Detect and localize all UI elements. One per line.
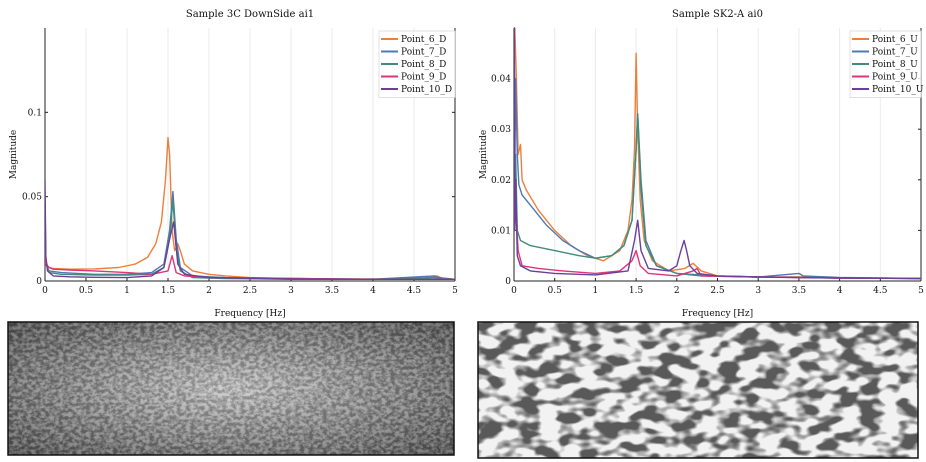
x-tick-label: 3.5 (325, 286, 340, 296)
y-tick-label: 0.05 (22, 193, 42, 203)
legend-label: Point_9_U (872, 73, 918, 83)
x-tick-label: 4.5 (407, 286, 422, 296)
series-line-point-9-u (514, 179, 921, 280)
legend-label: Point_7_U (872, 48, 918, 58)
left-chart: Sample 3C DownSide ai1 0 0.5 1 1.5 2 2.5 3 3.5 4 4… (9, 9, 458, 319)
x-axis-label: Frequency [Hz] (214, 309, 285, 319)
x-tick-label: 3 (755, 286, 761, 296)
series-line-point-10-d (45, 179, 455, 280)
x-tick-label: 4 (370, 286, 376, 296)
chart-title: Sample SK2-A ai0 (672, 9, 763, 20)
x-tick-label: 5 (452, 286, 458, 296)
legend-label: Point_10_D (401, 85, 452, 95)
legend-label: Point_9_D (401, 73, 446, 83)
x-tick-label: 4 (837, 286, 843, 296)
legend-label: Point_8_U (872, 60, 918, 70)
left-sample-photo (7, 321, 455, 456)
x-tick-label: 3 (288, 286, 294, 296)
y-tick-label: 0.03 (491, 125, 511, 135)
x-tick-label: 1 (124, 286, 130, 296)
right-sample-photo (477, 321, 919, 459)
series-line-point-10-u (514, 27, 921, 280)
x-tick-label: 1 (593, 286, 599, 296)
series-line-point-8-u (514, 113, 921, 280)
x-tick-label: 2 (674, 286, 680, 296)
x-tick-label: 0.5 (548, 286, 563, 296)
x-tick-label: 1.5 (629, 286, 644, 296)
y-tick-label: 0.02 (491, 176, 511, 186)
y-axis-label: Magnitude (9, 130, 19, 180)
y-axis-label: Magnitude (479, 130, 489, 180)
legend-label: Point_7_D (401, 48, 446, 58)
x-tick-label: 2.5 (243, 286, 258, 296)
chart-title: Sample 3C DownSide ai1 (186, 9, 314, 20)
x-tick-label: 2.5 (710, 286, 725, 296)
y-tick-label: 0.1 (28, 108, 42, 118)
x-tick-label: 1.5 (161, 286, 176, 296)
x-tick-label: 0 (42, 286, 48, 296)
y-tick-label: 0.01 (491, 226, 511, 236)
legend-label: Point_8_D (401, 60, 446, 70)
x-tick-label: 4.5 (873, 286, 888, 296)
y-tick-label: 0 (36, 277, 42, 287)
x-tick-label: 2 (206, 286, 212, 296)
x-axis-label: Frequency [Hz] (682, 309, 753, 319)
legend: Point_6_U Point_7_U Point_8_U Point_9_U Poin… (849, 30, 924, 98)
x-tick-label: 0 (511, 286, 517, 296)
legend-label: Point_6_D (401, 35, 446, 45)
y-tick-label: 0 (505, 277, 511, 287)
legend-label: Point_10_U (872, 85, 924, 95)
y-tick-label: 0.04 (491, 75, 511, 85)
legend: Point_6_D Point_7_D Point_8_D Point_9_D Poin… (378, 30, 456, 98)
x-tick-label: 5 (918, 286, 924, 296)
legend-label: Point_6_U (872, 35, 918, 45)
x-tick-label: 0.5 (79, 286, 94, 296)
x-tick-label: 3.5 (792, 286, 807, 296)
right-chart: Sample SK2-A ai0 0 0.5 1 1.5 2 2.5 3 3.5 4 4.5 5 0 0.… (479, 9, 924, 319)
